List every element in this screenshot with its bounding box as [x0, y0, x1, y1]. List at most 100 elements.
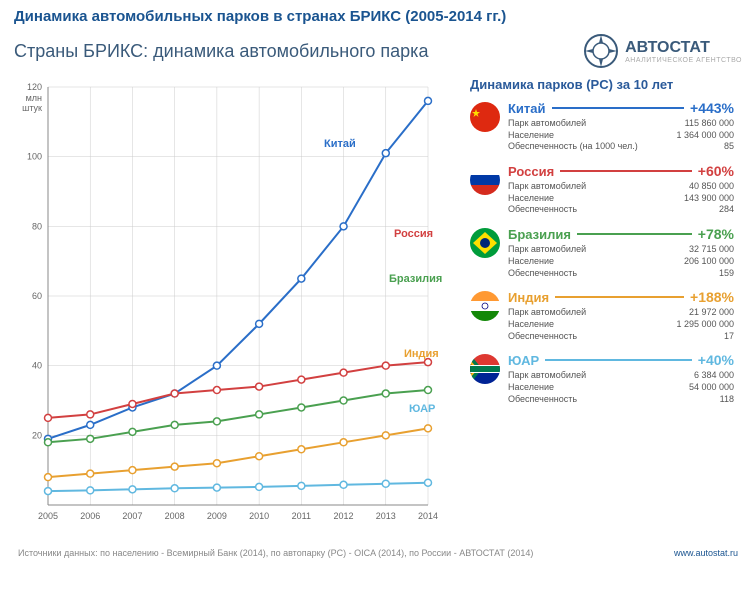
- stat-value: 143 900 000: [684, 193, 734, 205]
- svg-text:Индия: Индия: [404, 348, 439, 360]
- stat-label: Парк автомобилей: [508, 370, 586, 382]
- country-stats: Парк автомобилей 40 850 000 Население 143 …: [508, 181, 734, 216]
- stat-value: 17: [724, 331, 734, 343]
- svg-text:2006: 2006: [80, 511, 100, 521]
- svg-text:2010: 2010: [249, 511, 269, 521]
- footer: Источники данных: по населению - Всемирн…: [14, 548, 742, 558]
- country-percent: +60%: [698, 163, 734, 179]
- country-name: Бразилия: [508, 227, 571, 242]
- flag-icon: [470, 228, 500, 258]
- source-text: Источники данных: по населению - Всемирн…: [18, 548, 533, 558]
- stat-label: Парк автомобилей: [508, 181, 586, 193]
- stat-value: 115 860 000: [685, 118, 734, 130]
- country-card: ЮАР +40% Парк автомобилей 6 384 000 Насел…: [470, 352, 734, 405]
- svg-text:80: 80: [32, 221, 42, 231]
- svg-text:2013: 2013: [376, 511, 396, 521]
- stat-label: Население: [508, 382, 554, 394]
- svg-text:млн: млн: [26, 93, 42, 103]
- country-card: Бразилия +78% Парк автомобилей 32 715 000…: [470, 226, 734, 279]
- stat-label: Парк автомобилей: [508, 244, 586, 256]
- stat-value: 284: [719, 204, 734, 216]
- svg-text:2014: 2014: [418, 511, 438, 521]
- svg-text:Бразилия: Бразилия: [389, 273, 442, 285]
- stat-value: 40 850 000: [689, 181, 734, 193]
- svg-text:40: 40: [32, 361, 42, 371]
- country-divider: [577, 233, 692, 235]
- country-divider: [545, 359, 692, 361]
- flag-icon: [470, 354, 500, 384]
- country-percent: +78%: [698, 226, 734, 242]
- country-name: Китай: [508, 101, 546, 116]
- stat-value: 6 384 000: [694, 370, 734, 382]
- stat-value: 32 715 000: [689, 244, 734, 256]
- stat-label: Обеспеченность: [508, 204, 577, 216]
- stat-label: Обеспеченность: [508, 394, 577, 406]
- country-stats: Парк автомобилей 6 384 000 Население 54 00…: [508, 370, 734, 405]
- stat-label: Обеспеченность: [508, 268, 577, 280]
- line-chart: 20 40 60 80 100 120млнштук 2005 2006 2007 2008 200…: [14, 77, 460, 537]
- country-divider: [552, 107, 685, 109]
- svg-text:2005: 2005: [38, 511, 58, 521]
- infographic-container: Страны БРИКС: динамика автомобильного па…: [0, 33, 756, 558]
- stat-value: 54 000 000: [689, 382, 734, 394]
- country-stats: Парк автомобилей 21 972 000 Население 1 29…: [508, 307, 734, 342]
- svg-text:20: 20: [32, 430, 42, 440]
- country-card: Китай +443% Парк автомобилей 115 860 000 …: [470, 100, 734, 153]
- svg-text:2008: 2008: [165, 511, 185, 521]
- svg-text:ЮАР: ЮАР: [409, 403, 435, 415]
- svg-text:100: 100: [27, 152, 42, 162]
- svg-text:120: 120: [27, 82, 42, 92]
- svg-text:2011: 2011: [292, 511, 311, 521]
- stat-value: 206 100 000: [684, 256, 734, 268]
- svg-text:60: 60: [32, 291, 42, 301]
- stat-value: 1 364 000 000: [676, 130, 734, 142]
- logo-text: АВТОСТАТ: [625, 39, 710, 56]
- chart-area: 20 40 60 80 100 120млнштук 2005 2006 2007 2008 200…: [14, 77, 460, 542]
- country-name: Россия: [508, 164, 554, 179]
- header: Страны БРИКС: динамика автомобильного па…: [14, 33, 742, 69]
- country-name: ЮАР: [508, 353, 539, 368]
- stat-label: Население: [508, 193, 554, 205]
- country-list: Китай +443% Парк автомобилей 115 860 000 …: [470, 100, 734, 405]
- logo-icon: [583, 33, 619, 69]
- svg-text:2012: 2012: [334, 511, 354, 521]
- svg-text:Россия: Россия: [394, 228, 433, 240]
- flag-icon: [470, 102, 500, 132]
- main-content: 20 40 60 80 100 120млнштук 2005 2006 2007 2008 200…: [14, 77, 742, 542]
- stat-label: Парк автомобилей: [508, 307, 586, 319]
- country-divider: [555, 296, 684, 298]
- page-title: Динамика автомобильных парков в странах …: [0, 0, 756, 33]
- country-card: Индия +188% Парк автомобилей 21 972 000 Н…: [470, 289, 734, 342]
- logo-subtitle: АНАЛИТИЧЕСКОЕ АГЕНТСТВО: [625, 57, 742, 64]
- country-card: Россия +60% Парк автомобилей 40 850 000 Н…: [470, 163, 734, 216]
- footer-link[interactable]: www.autostat.ru: [674, 548, 738, 558]
- country-percent: +40%: [698, 352, 734, 368]
- sidebar: Динамика парков (PC) за 10 лет Китай +44…: [470, 77, 734, 542]
- svg-text:2009: 2009: [207, 511, 227, 521]
- stat-value: 21 972 000: [689, 307, 734, 319]
- stat-label: Население: [508, 130, 554, 142]
- stat-label: Обеспеченность (на 1000 чел.): [508, 141, 638, 153]
- svg-text:2007: 2007: [122, 511, 142, 521]
- flag-icon: [470, 291, 500, 321]
- sidebar-title: Динамика парков (PC) за 10 лет: [470, 77, 734, 92]
- stat-label: Население: [508, 256, 554, 268]
- stat-label: Парк автомобилей: [508, 118, 586, 130]
- country-percent: +443%: [690, 100, 734, 116]
- country-stats: Парк автомобилей 32 715 000 Население 206 …: [508, 244, 734, 279]
- stat-value: 1 295 000 000: [676, 319, 734, 331]
- flag-icon: [470, 165, 500, 195]
- stat-label: Население: [508, 319, 554, 331]
- svg-text:Китай: Китай: [324, 138, 356, 150]
- svg-text:штук: штук: [22, 103, 42, 113]
- country-stats: Парк автомобилей 115 860 000 Население 1 3…: [508, 118, 734, 153]
- stat-value: 159: [719, 268, 734, 280]
- country-name: Индия: [508, 290, 549, 305]
- stat-value: 85: [724, 141, 734, 153]
- logo: АВТОСТАТ АНАЛИТИЧЕСКОЕ АГЕНТСТВО: [583, 33, 742, 69]
- stat-value: 118: [720, 394, 734, 406]
- country-percent: +188%: [690, 289, 734, 305]
- chart-title: Страны БРИКС: динамика автомобильного па…: [14, 41, 428, 62]
- country-divider: [560, 170, 692, 172]
- stat-label: Обеспеченность: [508, 331, 577, 343]
